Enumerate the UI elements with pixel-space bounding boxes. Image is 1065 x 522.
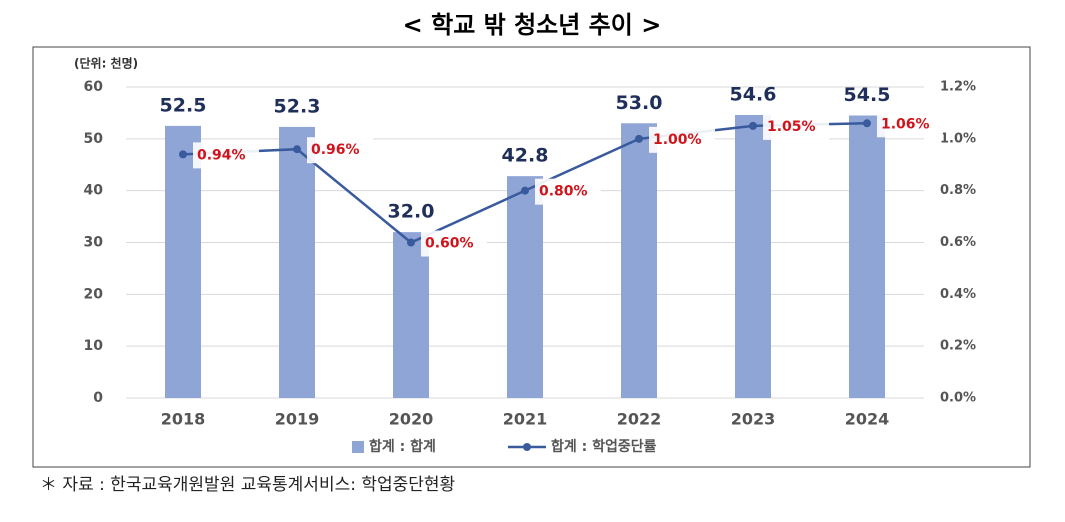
bar-value-label: 52.3 (274, 95, 321, 117)
x-tick-label: 2021 (503, 410, 548, 429)
bar (165, 125, 201, 398)
x-tick-label: 2018 (161, 410, 206, 429)
label-box (307, 137, 373, 164)
chart-title: < 학교 밖 청소년 추이 > (403, 11, 662, 39)
label-box (649, 126, 715, 153)
bar-value-label: 42.8 (502, 145, 549, 167)
bar-value-label: 32.0 (388, 201, 435, 223)
y2-tick-label: 0.2% (940, 339, 976, 354)
y-tick-label: 40 (84, 183, 104, 199)
y2-tick-label: 0.8% (940, 183, 976, 198)
y-tick-label: 20 (84, 286, 104, 302)
x-tick-label: 2024 (845, 410, 890, 429)
label-box (193, 142, 259, 169)
legend-swatch (352, 441, 364, 453)
line-value-label: 0.94% (197, 147, 246, 163)
y-tick-label: 10 (84, 338, 104, 354)
bar-value-label: 54.6 (730, 83, 777, 105)
bar (393, 232, 429, 398)
y2-tick-label: 0.0% (940, 391, 976, 406)
x-tick-label: 2022 (617, 410, 662, 429)
line-point (863, 119, 871, 128)
line-value-label: 0.96% (311, 142, 360, 158)
label-box (421, 230, 487, 257)
line-value-label: 1.06% (881, 116, 930, 132)
legend-swatch (523, 443, 531, 451)
y-tick-label: 30 (84, 235, 104, 251)
y-tick-label: 0 (93, 390, 103, 406)
unit-label: (단위: 천명) (74, 56, 138, 71)
bar-value-label: 53.0 (616, 92, 663, 114)
line-value-label: 0.80% (539, 184, 588, 200)
line-point (521, 186, 529, 195)
line-value-label: 1.05% (767, 119, 816, 135)
line-point (293, 145, 301, 154)
chart-frame (32, 46, 1031, 468)
label-box (763, 113, 829, 140)
label-box (877, 111, 943, 138)
line-value-label: 0.60% (425, 236, 474, 252)
bar (507, 176, 543, 398)
y2-tick-label: 0.4% (940, 287, 976, 302)
legend-label: 합계 : 학업중단률 (551, 438, 657, 455)
footnote: ＊ 자료 : 한국교육개원발원 교육통계서비스: 학업중단현황 (40, 475, 455, 495)
line-point (635, 134, 643, 143)
legend-label: 합계 : 합계 (369, 438, 436, 455)
bar (279, 126, 315, 398)
bar-value-label: 54.5 (844, 84, 891, 106)
y2-tick-label: 1.2% (940, 80, 976, 95)
x-tick-label: 2020 (389, 410, 434, 429)
bar (849, 115, 885, 398)
bar (621, 123, 657, 399)
x-tick-label: 2023 (731, 410, 776, 429)
bar (735, 114, 771, 399)
label-box (535, 178, 601, 205)
line-point (179, 150, 187, 159)
y2-tick-label: 0.6% (940, 235, 976, 250)
x-tick-label: 2019 (275, 410, 320, 429)
y2-tick-label: 1.0% (940, 131, 976, 146)
line-point (749, 121, 757, 130)
y-tick-label: 50 (84, 131, 104, 147)
bar-value-label: 52.5 (160, 94, 207, 116)
y-tick-label: 60 (84, 79, 104, 95)
line-point (407, 238, 415, 247)
line-value-label: 1.00% (653, 132, 702, 148)
